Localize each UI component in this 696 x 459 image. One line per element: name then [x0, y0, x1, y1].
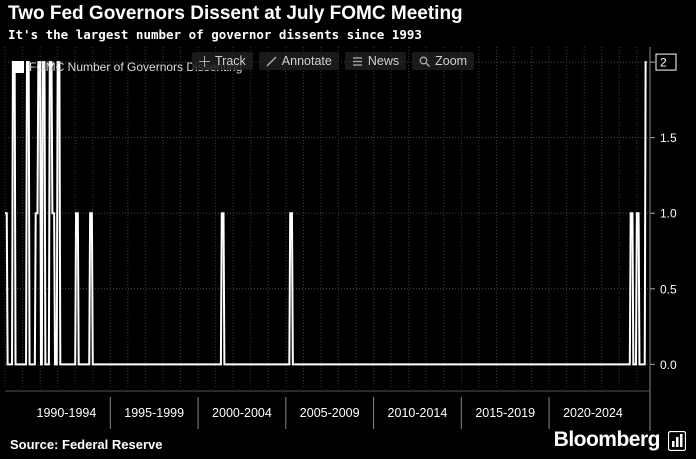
magnifier-icon: [419, 56, 431, 67]
chart-subtitle: It's the largest number of governor diss…: [8, 27, 422, 42]
x-tick-label: 2000-2004: [212, 406, 272, 420]
y-tick-label: 1.0: [660, 207, 677, 221]
news-icon: [352, 56, 362, 66]
chart-expand-icon[interactable]: [668, 431, 686, 451]
chart-plot-area: 0.0 0.5 1.0 1.5 2 1990-1994 1995-1999 2000-200…: [0, 47, 696, 431]
x-tick-label: 1990-1994: [37, 406, 97, 420]
x-tick-label: 1995-1999: [124, 406, 184, 420]
chart-grid: [4, 47, 650, 387]
x-tick-label: 2015-2019: [475, 406, 535, 420]
crosshair-icon: [199, 55, 210, 67]
last-value-box: [655, 53, 677, 71]
x-tick-label: 2010-2014: [388, 406, 448, 420]
x-axis: 1990-1994 1995-1999 2000-2004 2005-2009 2010…: [5, 390, 650, 429]
y-tick-label: 0.5: [660, 282, 677, 296]
source-note: Source: Federal Reserve: [10, 437, 163, 452]
series-line: [5, 61, 647, 366]
last-value-label: 2: [660, 56, 667, 70]
x-tick-label: 2005-2009: [300, 406, 360, 420]
legend-label: FOMC Number of Governors Dissenting: [29, 60, 243, 74]
zoom-label: Zoom: [435, 54, 468, 68]
annotate-label: Annotate: [281, 54, 332, 68]
chart-toolbar: Track Annotate News Zoom: [192, 50, 475, 72]
chart-series: [5, 61, 647, 366]
x-tick-label: 2020-2024: [563, 406, 623, 420]
y-tick-label: 0.0: [660, 358, 677, 372]
news-label: News: [367, 54, 400, 68]
chart-title: Two Fed Governors Dissent at July FOMC M…: [8, 3, 463, 24]
y-tick-label: 1.5: [660, 131, 677, 145]
pencil-icon: [266, 55, 277, 67]
news-button[interactable]: News: [344, 52, 407, 70]
zoom-button[interactable]: Zoom: [412, 52, 475, 70]
brand-logo: Bloomberg: [553, 428, 661, 451]
chart-legend[interactable]: FOMC Number of Governors Dissenting: [12, 60, 242, 74]
y-axis: 0.0 0.5 1.0 1.5 2: [649, 47, 677, 431]
track-label: Track: [215, 54, 246, 68]
annotate-button[interactable]: Annotate: [258, 52, 339, 70]
legend-swatch: [12, 61, 24, 73]
track-button[interactable]: Track: [192, 52, 253, 70]
